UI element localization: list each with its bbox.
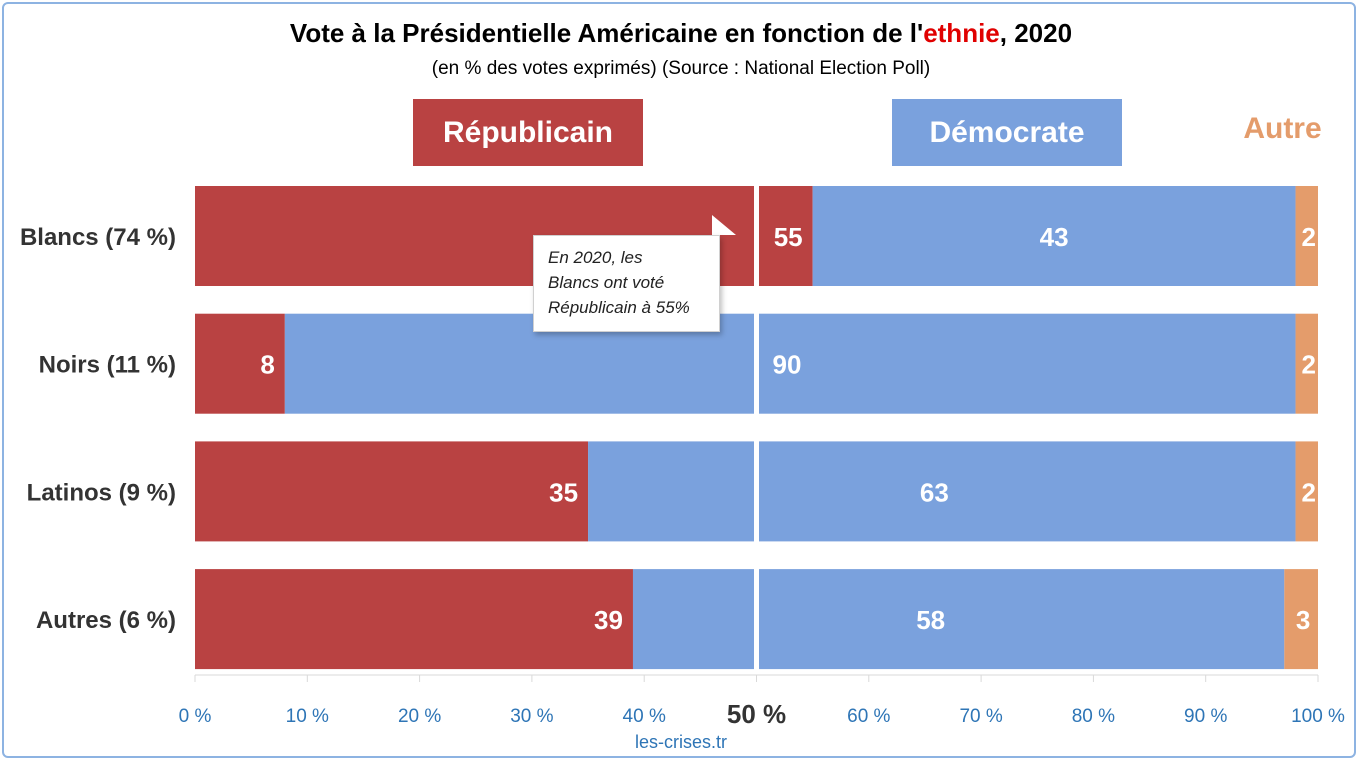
title-part-3: , 2020 bbox=[999, 18, 1073, 48]
title-highlight-word: ethnie bbox=[923, 18, 1000, 48]
legend-autre: Autre bbox=[1243, 112, 1322, 145]
data-label-autre: 2 bbox=[1302, 350, 1316, 380]
data-label-democrate: 63 bbox=[920, 477, 949, 507]
legend-republicain: Républicain bbox=[413, 99, 643, 166]
bar-segment-republicain bbox=[195, 569, 633, 670]
annotation-callout: En 2020, les Blancs ont voté Républicain… bbox=[533, 235, 720, 332]
bar-segment-republicain bbox=[195, 186, 813, 286]
data-label-republicain: 8 bbox=[260, 350, 274, 380]
bar-segment-autre bbox=[1295, 186, 1318, 286]
bar-segment-democrate bbox=[632, 569, 1285, 670]
callout-pointer bbox=[712, 215, 736, 235]
x-tick-label: 10 % bbox=[286, 706, 329, 727]
x-tick-label: 40 % bbox=[623, 706, 666, 727]
category-label: Blancs (74 %) bbox=[20, 224, 176, 251]
bar-segment-republicain bbox=[195, 313, 285, 414]
data-label-republicain: 55 bbox=[774, 222, 803, 252]
bar-segment-autre bbox=[1295, 313, 1318, 414]
x-tick-label: 60 % bbox=[847, 706, 890, 727]
x-tick-label: 50 % bbox=[727, 699, 786, 729]
x-tick-label: 80 % bbox=[1072, 706, 1115, 727]
title-part-1: Vote à la Présidentielle Américaine en f… bbox=[289, 18, 924, 48]
callout-line-1: En 2020, les bbox=[548, 248, 643, 267]
chart-title: Vote à la Présidentielle Américaine en f… bbox=[0, 18, 1362, 49]
bar-segment-democrate bbox=[284, 313, 1296, 414]
category-label: Noirs (11 %) bbox=[39, 352, 176, 379]
data-label-republicain: 35 bbox=[549, 477, 578, 507]
callout-line-2: Blancs ont voté bbox=[548, 273, 665, 292]
category-label: Latinos (9 %) bbox=[27, 479, 176, 506]
bar-segment-autre bbox=[1284, 569, 1318, 670]
data-label-democrate: 58 bbox=[916, 605, 945, 635]
data-label-democrate: 90 bbox=[773, 350, 802, 380]
data-label-republicain: 39 bbox=[594, 605, 623, 635]
bar-segment-autre bbox=[1295, 441, 1318, 542]
legend-democrate: Démocrate bbox=[892, 99, 1122, 166]
x-tick-label: 20 % bbox=[398, 706, 441, 727]
source-credit: les-crises.tr bbox=[634, 732, 727, 752]
x-tick-label: 30 % bbox=[510, 706, 553, 727]
bar-segment-democrate bbox=[588, 441, 1296, 542]
chart-subtitle: (en % des votes exprimés) (Source : Nati… bbox=[431, 58, 931, 79]
bar-segment-republicain bbox=[195, 441, 589, 542]
data-label-democrate: 43 bbox=[1040, 222, 1069, 252]
data-label-autre: 2 bbox=[1302, 222, 1316, 252]
bar-segment-democrate bbox=[812, 186, 1296, 286]
data-label-autre: 2 bbox=[1302, 477, 1316, 507]
x-tick-label: 90 % bbox=[1184, 706, 1227, 727]
data-label-autre: 3 bbox=[1296, 605, 1310, 635]
category-label: Autres (6 %) bbox=[36, 607, 176, 634]
x-tick-label: 0 % bbox=[179, 706, 212, 727]
x-tick-label: 100 % bbox=[1291, 706, 1345, 727]
x-tick-label: 70 % bbox=[959, 706, 1002, 727]
callout-line-3: Républicain à 55% bbox=[548, 298, 690, 317]
